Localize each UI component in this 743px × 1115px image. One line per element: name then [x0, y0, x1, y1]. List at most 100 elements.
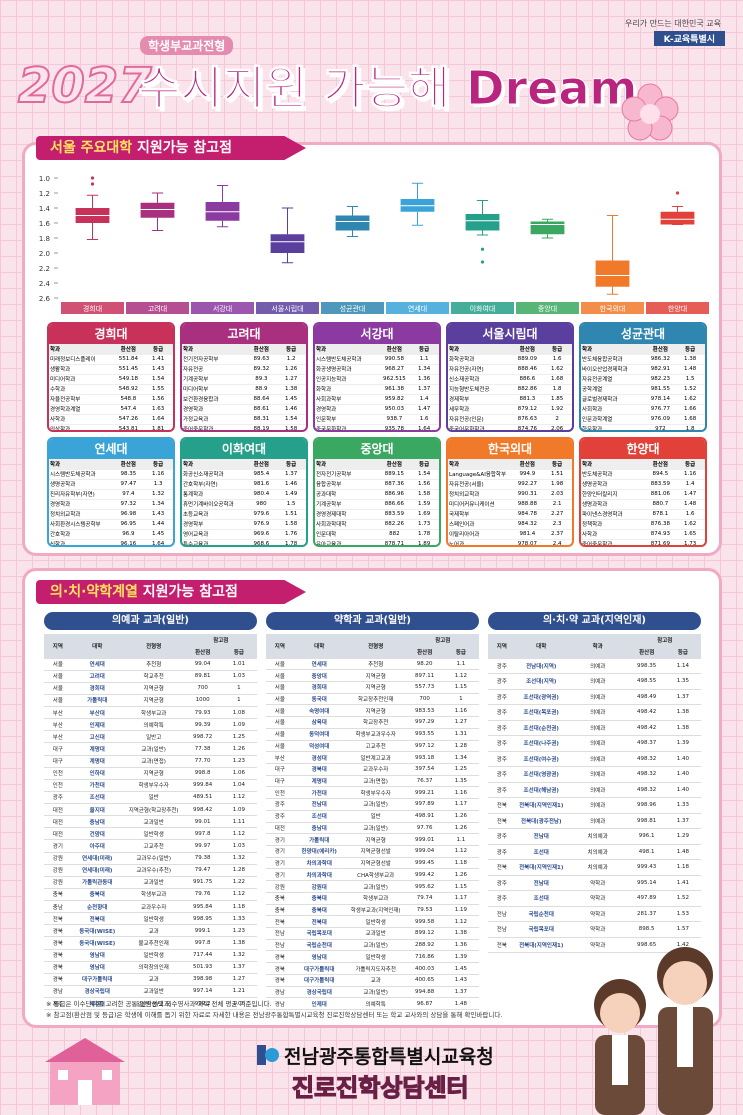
cell: 충남대 — [71, 815, 123, 829]
cell: 조선대(지역) — [515, 673, 567, 690]
cell: 광주 — [266, 798, 294, 811]
cell: 약학과 — [566, 890, 629, 907]
cell: 89.63 — [246, 354, 277, 365]
row: 대전 건양대 일반학생 997.8 1.12 — [44, 827, 257, 841]
row: 전남 국립순천대 약학과 281.37 1.53 — [488, 906, 701, 922]
cell: 999.21 — [406, 786, 443, 800]
cell: 99.39 — [184, 718, 221, 732]
cell: 경남 — [44, 985, 72, 999]
cell: 1.06 — [220, 767, 257, 780]
row: 사회과학대학 882.26 1.73 — [315, 519, 439, 530]
cell: 886.66 — [379, 499, 410, 510]
cell: 전북 — [488, 859, 516, 876]
cell: 1.56 — [409, 479, 439, 490]
row: 중국어문화학과 874.76 2.06 — [448, 424, 572, 430]
row: 자율전공학부 548.8 1.56 — [49, 394, 173, 405]
column-header: 환산점 — [113, 459, 144, 470]
cell: 조선대(나주권) — [515, 735, 567, 752]
column-header: 환산점 — [512, 344, 543, 355]
cell: 1.52 — [675, 384, 705, 395]
cell: 1.35 — [664, 673, 701, 690]
university-table: 성균관대 학과 환산점 등급 반도체융합공학과 986.32 1.38 바이오산업경제학과 98… — [579, 322, 707, 432]
title-highlight: 서울 주요대학 — [50, 140, 133, 156]
cell: 순천향대 — [71, 900, 123, 914]
cell: 서울 — [266, 669, 294, 682]
y-tick-label: 2.2 — [39, 265, 50, 273]
x-tick-label: 성균관대 — [340, 304, 366, 313]
cell: 치의예과 — [566, 859, 629, 876]
cell: 보건환경융합과 — [182, 394, 247, 405]
y-tick-label: 1.2 — [39, 190, 50, 198]
cell: 1.38 — [664, 704, 701, 721]
cell: 중국어문화학과 — [448, 424, 513, 430]
y-tick-label: 2.0 — [39, 250, 50, 258]
cell: 985.4 — [246, 469, 277, 480]
cell: 1.31 — [442, 728, 479, 741]
cell: 999.01 — [406, 833, 443, 846]
cell: 일반계고교과 — [344, 751, 407, 764]
cell: 979.6 — [246, 509, 277, 520]
cell: 997.29 — [406, 716, 443, 729]
cell: 1.23 — [220, 924, 257, 938]
cell: 교과우수(추천) — [122, 864, 185, 877]
table-title: 약학과 교과(일반) — [266, 612, 479, 630]
cell: 995.84 — [184, 900, 221, 914]
cell: 서울 — [266, 681, 294, 694]
row: 경북 대구가톨릭대 가톨릭지도자추천 400.03 1.45 — [266, 962, 479, 975]
row: 광주 조선대 일반 489.51 1.12 — [44, 791, 257, 805]
cell: 96.95 — [113, 519, 144, 530]
row: 생명공학과 883.59 1.4 — [581, 479, 705, 490]
cell: 의예과 — [566, 658, 629, 674]
university-table: 연세대 학과 환산점 등급 시스템반도체공학과 98.35 1.16 생명공학과 97.47 1.… — [47, 437, 175, 547]
cell: 스페인어과 — [448, 519, 513, 530]
cell: 반도체공학과 — [581, 469, 646, 480]
cell: 97.47 — [113, 479, 144, 490]
cell: 조선대 — [293, 810, 345, 823]
cell: 881.3 — [512, 394, 543, 405]
title-rest: 지원가능 참고점 — [137, 140, 233, 156]
university-table: 경희대 학과 환산점 등급 미래정보디스플레이 551.84 1.41 생활학과 551.45 1… — [47, 322, 175, 432]
cell: 국립순천대 — [515, 906, 567, 922]
cell: 자유전공(자연) — [448, 364, 513, 375]
row: 인공지능학과 962.515 1.36 — [315, 374, 439, 385]
table: 학과 환산점 등급 화공신소재공학과 985.4 1.37 간호학부(자연) 981.6 1.4… — [182, 459, 306, 545]
category-band — [386, 302, 449, 314]
row: 신소재공학과 886.6 1.68 — [448, 374, 572, 385]
cell: 1.25 — [442, 763, 479, 776]
cell: 88.61 — [246, 404, 277, 415]
cell: 경남 — [266, 986, 294, 999]
university-name: 서울시립대 — [448, 324, 572, 344]
cell: 548.8 — [113, 394, 144, 405]
cell: 충북 — [266, 904, 294, 917]
row: 광주 조선대(순천권) 의예과 498.42 1.38 — [488, 720, 701, 736]
cell: 1 — [442, 693, 479, 706]
cell: 경북 — [44, 924, 72, 938]
cell: 874.76 — [512, 424, 543, 430]
cell: 981.4 — [512, 529, 543, 540]
row: 제주 제주대 일반학생(교과) 999.2 1.06 — [44, 997, 257, 1011]
university-name: 연세대 — [49, 439, 173, 459]
cell: 89.32 — [246, 364, 277, 375]
cell: 부산 — [44, 730, 72, 744]
cell: 대구 — [266, 763, 294, 776]
row: 정치외교학과 990.31 2.03 — [448, 489, 572, 500]
cell: 인제대 — [293, 997, 345, 1011]
cell: 1.22 — [220, 876, 257, 889]
cell: 광주 — [488, 751, 516, 767]
column-header: 학과 — [581, 344, 646, 355]
cell: 자유전공(서울) — [448, 479, 513, 490]
cell: 1.11 — [220, 815, 257, 829]
cell: 1.23 — [220, 755, 257, 768]
note: ※ 참고점(환산점 및 등급)은 학생에 이해를 돕기 위한 자료로 자세한 내… — [46, 1011, 503, 1019]
y-tick-label: 2.4 — [39, 280, 51, 288]
cell: 경성대 — [293, 751, 345, 764]
cell: 경영학과 — [182, 404, 247, 415]
cell: 716.86 — [406, 950, 443, 964]
cell: 차의과학대 — [293, 857, 345, 870]
row: 공학계열 981.55 1.52 — [581, 384, 705, 395]
row: 자유전공계열 982.23 1.5 — [581, 374, 705, 385]
cell: 치의예과 — [566, 844, 629, 860]
cell: 교과(일반) — [344, 822, 407, 835]
cell: 지역균형 — [122, 682, 185, 695]
cell: 서울 — [44, 658, 72, 671]
